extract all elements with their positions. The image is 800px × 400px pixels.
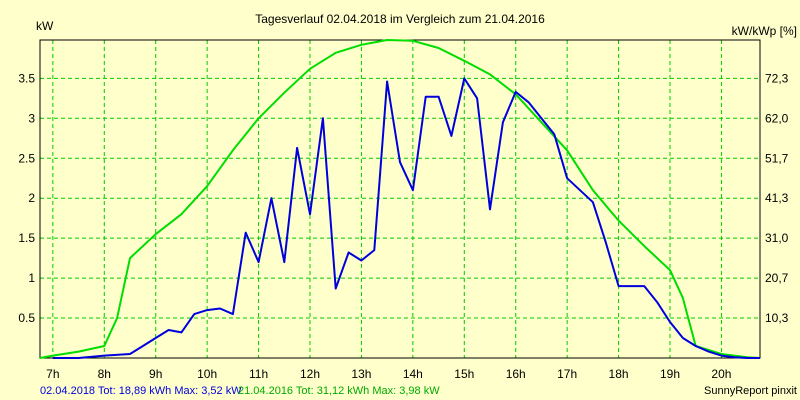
y-tick-label-right: 10,3 xyxy=(765,311,789,325)
y-tick-label-right: 20,7 xyxy=(765,271,789,285)
footer-credit: SunnyReport pinxit xyxy=(704,385,797,397)
x-tick-label: 7h xyxy=(46,367,59,381)
x-tick-label: 8h xyxy=(98,367,111,381)
x-tick-label: 19h xyxy=(660,367,680,381)
x-tick-label: 13h xyxy=(351,367,371,381)
x-tick-label: 15h xyxy=(454,367,474,381)
y-tick-label-left: 3.5 xyxy=(18,71,35,85)
y-tick-label-left: 3 xyxy=(28,111,35,125)
y-tick-label-left: 2 xyxy=(28,191,35,205)
series-layer xyxy=(39,39,761,359)
ticks-layer: 7h 8h 9h 10h 11h 12h 13h 14h 15h 16h 17h 18h 19h 20h 0… xyxy=(18,71,788,381)
x-tick-label: 18h xyxy=(609,367,629,381)
y-tick-label-left: 2.5 xyxy=(18,151,35,165)
grid xyxy=(40,40,760,358)
plot-frame xyxy=(39,39,761,359)
y-tick-label-right: 31,0 xyxy=(765,231,789,245)
x-tick-label: 14h xyxy=(403,367,423,381)
series-line-21-04-2016 xyxy=(39,39,761,359)
y-tick-label-right: 72,3 xyxy=(765,71,789,85)
x-tick-label: 11h xyxy=(249,367,268,381)
x-tick-label: 9h xyxy=(149,367,162,381)
y-tick-label-left: 1.5 xyxy=(18,231,35,245)
x-tick-label: 17h xyxy=(557,367,577,381)
chart-title: Tagesverlauf 02.04.2018 im Vergleich zum… xyxy=(255,12,545,26)
x-tick-label: 20h xyxy=(711,367,731,381)
x-tick-label: 16h xyxy=(506,367,526,381)
y-tick-label-right: 62,0 xyxy=(765,111,789,125)
y-tick-label-right: 51,7 xyxy=(765,151,789,165)
y-tick-label-right: 41,3 xyxy=(765,191,789,205)
series-line-02-04-2018 xyxy=(52,77,760,359)
footer-series1: 02.04.2018 Tot: 18,89 kWh Max: 3,52 kW xyxy=(40,385,242,397)
x-tick-label: 10h xyxy=(197,367,217,381)
x-tick-label: 12h xyxy=(300,367,320,381)
y-tick-label-left: 1 xyxy=(28,271,35,285)
footer-series2: 21.04.2016 Tot: 31,12 kWh Max: 3,98 kW xyxy=(238,385,440,397)
y-axis-left-label: kW xyxy=(36,19,54,33)
y-axis-right-label: kW/kWp [%] xyxy=(732,24,797,38)
y-tick-label-left: 0.5 xyxy=(18,311,35,325)
